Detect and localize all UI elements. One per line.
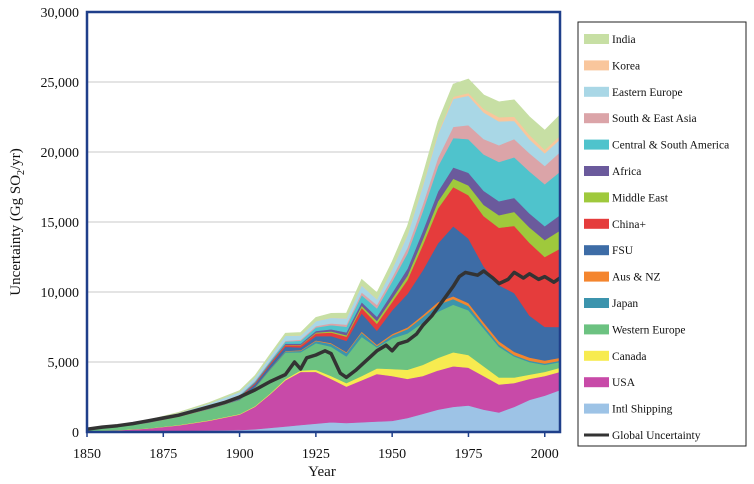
legend-swatch xyxy=(584,218,609,229)
legend-label: Western Europe xyxy=(612,324,685,336)
y-axis-title-main: Uncertainty (Gg SO xyxy=(8,175,24,296)
x-tick-label: 1850 xyxy=(73,447,101,462)
legend-swatch xyxy=(584,34,609,44)
legend-label: Eastern Europe xyxy=(612,87,683,99)
legend-items: India Korea Eastern Europe South & East Asi… xyxy=(584,34,729,442)
y-tick-label: 25,000 xyxy=(41,76,80,91)
legend-swatch xyxy=(584,60,609,71)
y-tick-label: 15,000 xyxy=(41,216,80,231)
x-tick-label: 2000 xyxy=(531,447,559,462)
legend-swatch xyxy=(584,86,609,97)
legend-item-usa: USA xyxy=(584,377,636,389)
legend-item-aus-and-nz: Aus & NZ xyxy=(584,271,661,284)
legend-swatch xyxy=(584,350,609,361)
legend-swatch xyxy=(584,298,609,308)
legend-item-global-uncertainty: Global Uncertainty xyxy=(584,430,701,442)
legend-label: Korea xyxy=(612,60,640,72)
plot-frame xyxy=(85,10,562,434)
legend-item-south-and-east-asia: South & East Asia xyxy=(584,113,697,125)
legend-item-central-and-south-america: Central & South America xyxy=(584,139,729,152)
y-tick-label: 10,000 xyxy=(41,286,80,301)
legend-swatch xyxy=(584,245,609,256)
y-axis-ticks: 0 5,000 10,000 15,000 20,000 25,000 30,000 xyxy=(41,6,80,441)
y-tick-label: 30,000 xyxy=(41,6,80,21)
y-tick-label: 5,000 xyxy=(48,356,80,371)
legend-item-western-europe: Western Europe xyxy=(584,324,685,336)
legend-label: USA xyxy=(612,377,636,389)
legend-label: South & East Asia xyxy=(612,113,697,125)
legend-label: FSU xyxy=(612,245,634,257)
legend-swatch xyxy=(584,271,609,282)
legend: India Korea Eastern Europe South & East Asi… xyxy=(577,21,747,447)
y-tick-label: 0 xyxy=(72,426,79,441)
legend-item-china: China+ xyxy=(584,218,646,231)
x-tick-label: 1975 xyxy=(454,447,482,462)
legend-swatch xyxy=(584,403,609,414)
legend-label: Intl Shipping xyxy=(612,404,673,416)
global-uncertainty-line xyxy=(86,269,561,431)
x-tick-label: 1875 xyxy=(149,447,177,462)
legend-label: China+ xyxy=(612,219,646,231)
legend-label: Central & South America xyxy=(612,140,729,152)
legend-item-korea: Korea xyxy=(584,60,640,72)
legend-item-canada: Canada xyxy=(584,350,646,363)
legend-swatch xyxy=(584,113,609,124)
legend-label: Africa xyxy=(612,166,641,178)
legend-label: India xyxy=(612,34,636,46)
y-axis-title: Uncertainty (Gg SO2/yr) xyxy=(8,148,27,295)
legend-item-eastern-europe: Eastern Europe xyxy=(584,86,683,99)
legend-label: Canada xyxy=(612,351,646,363)
legend-item-middle-east: Middle East xyxy=(584,192,669,204)
x-tick-label: 1925 xyxy=(302,447,330,462)
legend-label: Global Uncertainty xyxy=(612,430,701,442)
legend-item-fsu: FSU xyxy=(584,245,634,257)
legend-item-intl-shipping: Intl Shipping xyxy=(584,403,673,416)
legend-item-japan: Japan xyxy=(584,298,638,310)
x-axis-title: Year xyxy=(308,464,336,480)
legend-label: Japan xyxy=(612,298,638,310)
legend-swatch xyxy=(584,377,609,388)
y-tick-label: 20,000 xyxy=(41,146,80,161)
legend-swatch xyxy=(584,324,609,335)
area-series xyxy=(86,78,561,433)
legend-swatch xyxy=(584,166,609,176)
global-uncertainty-line-layer xyxy=(86,269,561,431)
y-axis-title-tail: /yr) xyxy=(8,148,24,170)
y-axis-title-subscript: 2 xyxy=(16,170,27,175)
x-axis-ticks: 1850 1875 1900 1925 1950 1975 2000 xyxy=(73,432,559,462)
legend-swatch xyxy=(584,192,609,203)
legend-swatch xyxy=(584,139,609,150)
x-tick-label: 1950 xyxy=(378,447,406,462)
legend-item-india: India xyxy=(584,34,636,46)
x-tick-label: 1900 xyxy=(226,447,254,462)
legend-item-africa: Africa xyxy=(584,166,641,178)
legend-label: Middle East xyxy=(612,192,669,204)
legend-label: Aus & NZ xyxy=(612,272,661,284)
